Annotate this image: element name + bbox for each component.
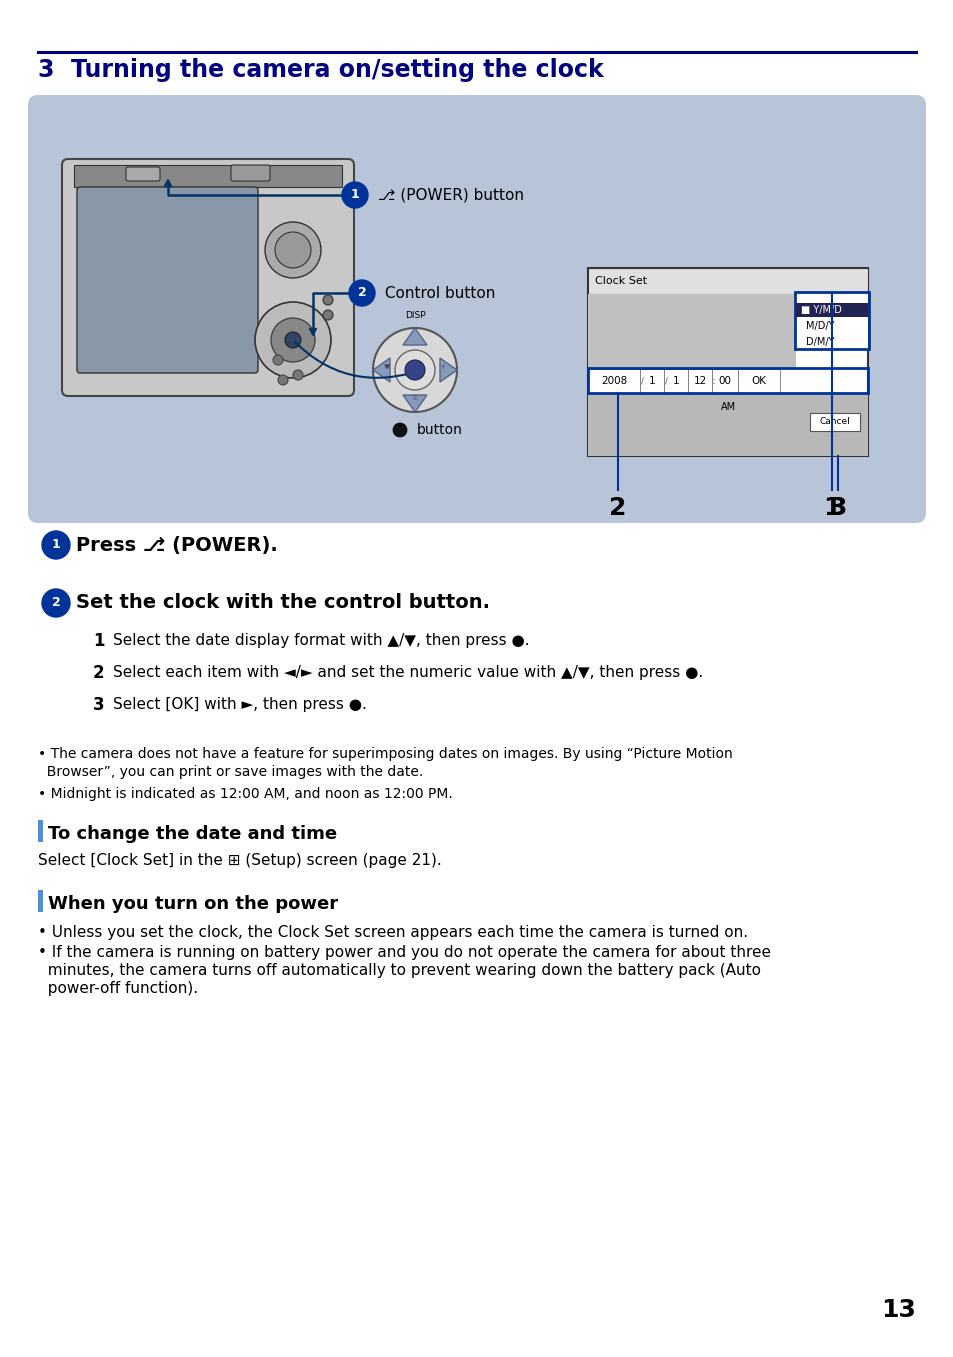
Text: Cancel: Cancel <box>819 418 849 426</box>
Text: • Unless you set the clock, the Clock Set screen appears each time the camera is: • Unless you set the clock, the Clock Se… <box>38 925 747 940</box>
Circle shape <box>42 589 70 617</box>
Text: M/D/Y: M/D/Y <box>805 322 834 331</box>
Text: button: button <box>416 423 462 437</box>
FancyBboxPatch shape <box>126 167 160 180</box>
Text: Set the clock with the control button.: Set the clock with the control button. <box>76 593 490 612</box>
Text: 2: 2 <box>51 597 60 609</box>
Bar <box>794 292 868 349</box>
Bar <box>38 889 43 912</box>
Circle shape <box>323 309 333 320</box>
Circle shape <box>271 318 314 362</box>
FancyBboxPatch shape <box>28 95 925 522</box>
Polygon shape <box>402 395 427 413</box>
Text: Control button: Control button <box>379 285 495 300</box>
Text: 00: 00 <box>718 376 731 385</box>
Bar <box>639 369 663 394</box>
Text: ♥: ♥ <box>383 364 390 370</box>
Text: 2008: 2008 <box>600 376 626 385</box>
Bar <box>74 166 341 187</box>
Circle shape <box>323 294 333 305</box>
FancyBboxPatch shape <box>62 159 354 396</box>
Text: Press ⎇ (POWER).: Press ⎇ (POWER). <box>76 536 277 555</box>
Text: DISP: DISP <box>404 311 425 320</box>
Bar <box>587 267 867 456</box>
Text: 12: 12 <box>693 376 706 385</box>
Circle shape <box>277 375 288 385</box>
Text: Select [OK] with ►, then press ●.: Select [OK] with ►, then press ●. <box>112 697 367 712</box>
Text: • Midnight is indicated as 12:00 AM, and noon as 12:00 PM.: • Midnight is indicated as 12:00 AM, and… <box>38 787 453 801</box>
Bar <box>663 369 687 394</box>
Bar <box>795 303 867 318</box>
Text: 1: 1 <box>351 189 359 201</box>
Circle shape <box>273 356 283 365</box>
Text: power-off function).: power-off function). <box>38 981 198 996</box>
Polygon shape <box>402 328 427 345</box>
Circle shape <box>254 303 331 379</box>
Circle shape <box>405 360 424 380</box>
Text: 2: 2 <box>357 286 366 300</box>
Circle shape <box>393 423 407 437</box>
Bar <box>809 413 859 432</box>
Text: 3  Turning the camera on/setting the clock: 3 Turning the camera on/setting the cloc… <box>38 58 603 81</box>
Bar <box>738 369 780 394</box>
Text: minutes, the camera turns off automatically to prevent wearing down the battery : minutes, the camera turns off automatica… <box>38 963 760 978</box>
Text: D/M/Y: D/M/Y <box>805 337 834 347</box>
Text: 1: 1 <box>672 376 679 385</box>
Text: Select the date display format with ▲/▼, then press ●.: Select the date display format with ▲/▼,… <box>112 634 529 649</box>
Text: :: : <box>711 376 715 385</box>
Circle shape <box>395 350 435 389</box>
Text: • If the camera is running on battery power and you do not operate the camera fo: • If the camera is running on battery po… <box>38 944 770 959</box>
Polygon shape <box>439 358 456 383</box>
Bar <box>587 294 795 369</box>
Text: Clock Set: Clock Set <box>595 275 646 286</box>
Text: To change the date and time: To change the date and time <box>48 825 336 843</box>
Text: ■ Y/M/D: ■ Y/M/D <box>801 305 841 315</box>
Text: 1: 1 <box>92 632 105 650</box>
Bar <box>687 369 711 394</box>
Circle shape <box>285 332 301 347</box>
Circle shape <box>42 531 70 559</box>
Bar <box>38 820 43 841</box>
Text: /: / <box>640 376 643 385</box>
Text: 3: 3 <box>92 696 105 714</box>
Text: 1: 1 <box>822 497 840 520</box>
Circle shape <box>341 182 368 208</box>
Polygon shape <box>373 358 390 383</box>
Text: ⚡: ⚡ <box>440 364 445 370</box>
Text: When you turn on the power: When you turn on the power <box>48 896 337 913</box>
Text: Select each item with ◄/► and set the numeric value with ▲/▼, then press ●.: Select each item with ◄/► and set the nu… <box>112 665 702 680</box>
Bar <box>587 267 867 294</box>
Circle shape <box>373 328 456 413</box>
Circle shape <box>274 232 311 267</box>
Bar <box>711 369 738 394</box>
Bar <box>587 368 867 394</box>
Text: 3: 3 <box>828 497 846 520</box>
FancyBboxPatch shape <box>77 187 257 373</box>
Bar <box>587 369 639 394</box>
Text: ⎇ (POWER) button: ⎇ (POWER) button <box>373 187 523 202</box>
Circle shape <box>349 280 375 305</box>
Bar <box>795 294 867 349</box>
Text: 2: 2 <box>92 664 105 683</box>
Text: /: / <box>664 376 667 385</box>
Text: Browser”, you can print or save images with the date.: Browser”, you can print or save images w… <box>38 765 423 779</box>
Text: ☉: ☉ <box>412 395 417 402</box>
Circle shape <box>265 223 320 278</box>
Bar <box>587 394 867 456</box>
Text: 1: 1 <box>51 539 60 551</box>
Text: Select [Clock Set] in the ⊞ (Setup) screen (page 21).: Select [Clock Set] in the ⊞ (Setup) scre… <box>38 854 441 868</box>
FancyBboxPatch shape <box>231 166 270 180</box>
Text: 13: 13 <box>881 1299 915 1322</box>
Circle shape <box>293 370 303 380</box>
Text: 2: 2 <box>609 497 626 520</box>
Text: 1: 1 <box>648 376 655 385</box>
Text: AM: AM <box>720 402 735 413</box>
Text: • The camera does not have a feature for superimposing dates on images. By using: • The camera does not have a feature for… <box>38 746 732 761</box>
Text: OK: OK <box>751 376 765 385</box>
